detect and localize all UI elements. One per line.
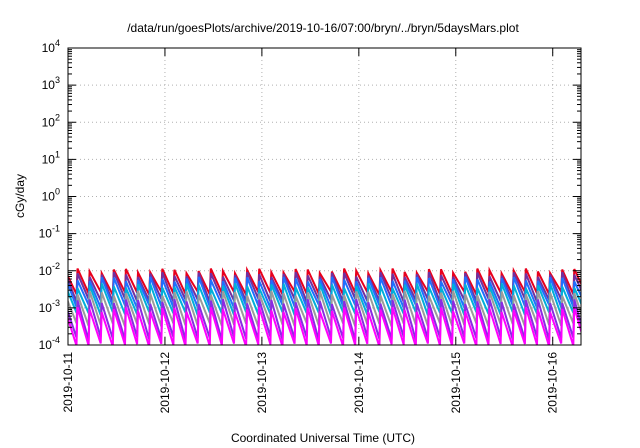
x-axis-label: Coordinated Universal Time (UTC) bbox=[231, 431, 415, 445]
y-tick-label: 102 bbox=[42, 112, 60, 129]
series-line bbox=[68, 307, 581, 345]
series-layer bbox=[68, 266, 581, 345]
x-tick-label: 2019-10-12 bbox=[158, 352, 172, 414]
x-tick-label: 2019-10-16 bbox=[546, 352, 560, 414]
y-tick-label: 10-2 bbox=[39, 261, 60, 278]
chart-title: /data/run/goesPlots/archive/2019-10-16/0… bbox=[127, 21, 519, 35]
y-axis: 10-4 10-3 10-2 10-1 100 101 102 103 104 bbox=[39, 38, 581, 352]
x-tick-label: 2019-10-14 bbox=[352, 352, 366, 414]
y-tick-label: 10-4 bbox=[39, 335, 60, 352]
x-tick-label: 2019-10-13 bbox=[255, 352, 269, 414]
y-tick-label: 10-1 bbox=[39, 224, 60, 241]
x-tick-label: 2019-10-15 bbox=[449, 352, 463, 414]
y-tick-label: 104 bbox=[42, 38, 60, 55]
x-tick-label: 2019-10-11 bbox=[61, 352, 75, 413]
x-axis: 2019-10-11 2019-10-12 2019-10-13 2019-10-14… bbox=[61, 48, 560, 413]
y-tick-label: 10-3 bbox=[39, 298, 60, 315]
y-tick-label: 101 bbox=[42, 149, 60, 166]
y-tick-label: 100 bbox=[42, 187, 60, 204]
y-axis-label: cGy/day bbox=[13, 174, 27, 218]
y-tick-label: 103 bbox=[42, 75, 60, 92]
